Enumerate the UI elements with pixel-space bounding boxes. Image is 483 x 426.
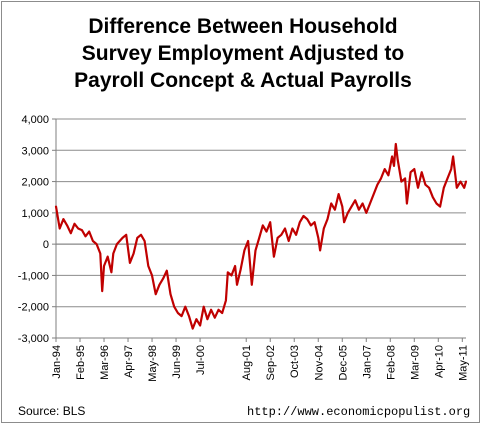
x-tick-label: May-11 [457, 345, 469, 381]
y-tick-label: -1,000 [18, 270, 49, 282]
y-tick-label: 0 [43, 239, 49, 251]
y-tick-label: -2,000 [18, 302, 49, 314]
y-tick-label: 1,000 [21, 208, 49, 220]
x-tick-label: Aug-01 [241, 345, 253, 380]
x-tick-label: Apr-10 [433, 345, 445, 378]
x-tick-label: Feb-08 [385, 345, 397, 380]
y-tick-label: 4,000 [21, 114, 49, 126]
x-tick-label: Jul-00 [195, 345, 207, 375]
chart-title: Difference Between Household Survey Empl… [74, 15, 412, 92]
x-tick-label: Apr-97 [123, 345, 135, 378]
y-tick-label: 3,000 [21, 145, 49, 157]
x-axis-tick-labels: Jan-94 Feb-95 Mar-96 Apr-97 May-98 Jun-99 Jul-… [51, 345, 469, 382]
y-tick-label: 2,000 [21, 177, 49, 189]
x-tick-label: Nov-04 [313, 345, 325, 380]
x-tick-label: Feb-95 [75, 345, 87, 380]
x-tick-label: Dec-05 [337, 345, 349, 380]
source-url: http://www.economicpopulist.org [247, 405, 470, 419]
x-tick-label: Jan-07 [361, 345, 373, 379]
y-axis-tick-labels: 4,000 3,000 2,000 1,000 0 -1,000 -2,000 -3,000 [18, 114, 49, 345]
x-tick-label: Sep-02 [265, 345, 277, 380]
y-tick-label: -3,000 [18, 333, 49, 345]
x-tick-label: Mar-09 [409, 345, 421, 380]
x-tick-label: Oct-03 [289, 345, 301, 378]
series [54, 142, 468, 330]
x-tick-label: Mar-96 [99, 345, 111, 380]
x-tick-label: May-98 [147, 345, 159, 382]
series-line [54, 142, 468, 330]
source-label: Source: BLS [18, 404, 85, 418]
axes [52, 118, 466, 342]
chart-title-line-1: Difference Between Household [88, 15, 397, 38]
x-tick-label: Jun-99 [171, 345, 183, 379]
x-tick-label: Jan-94 [51, 345, 63, 379]
chart-title-line-2: Survey Employment Adjusted to [82, 42, 404, 65]
chart-title-line-3: Payroll Concept & Actual Payrolls [74, 69, 412, 92]
